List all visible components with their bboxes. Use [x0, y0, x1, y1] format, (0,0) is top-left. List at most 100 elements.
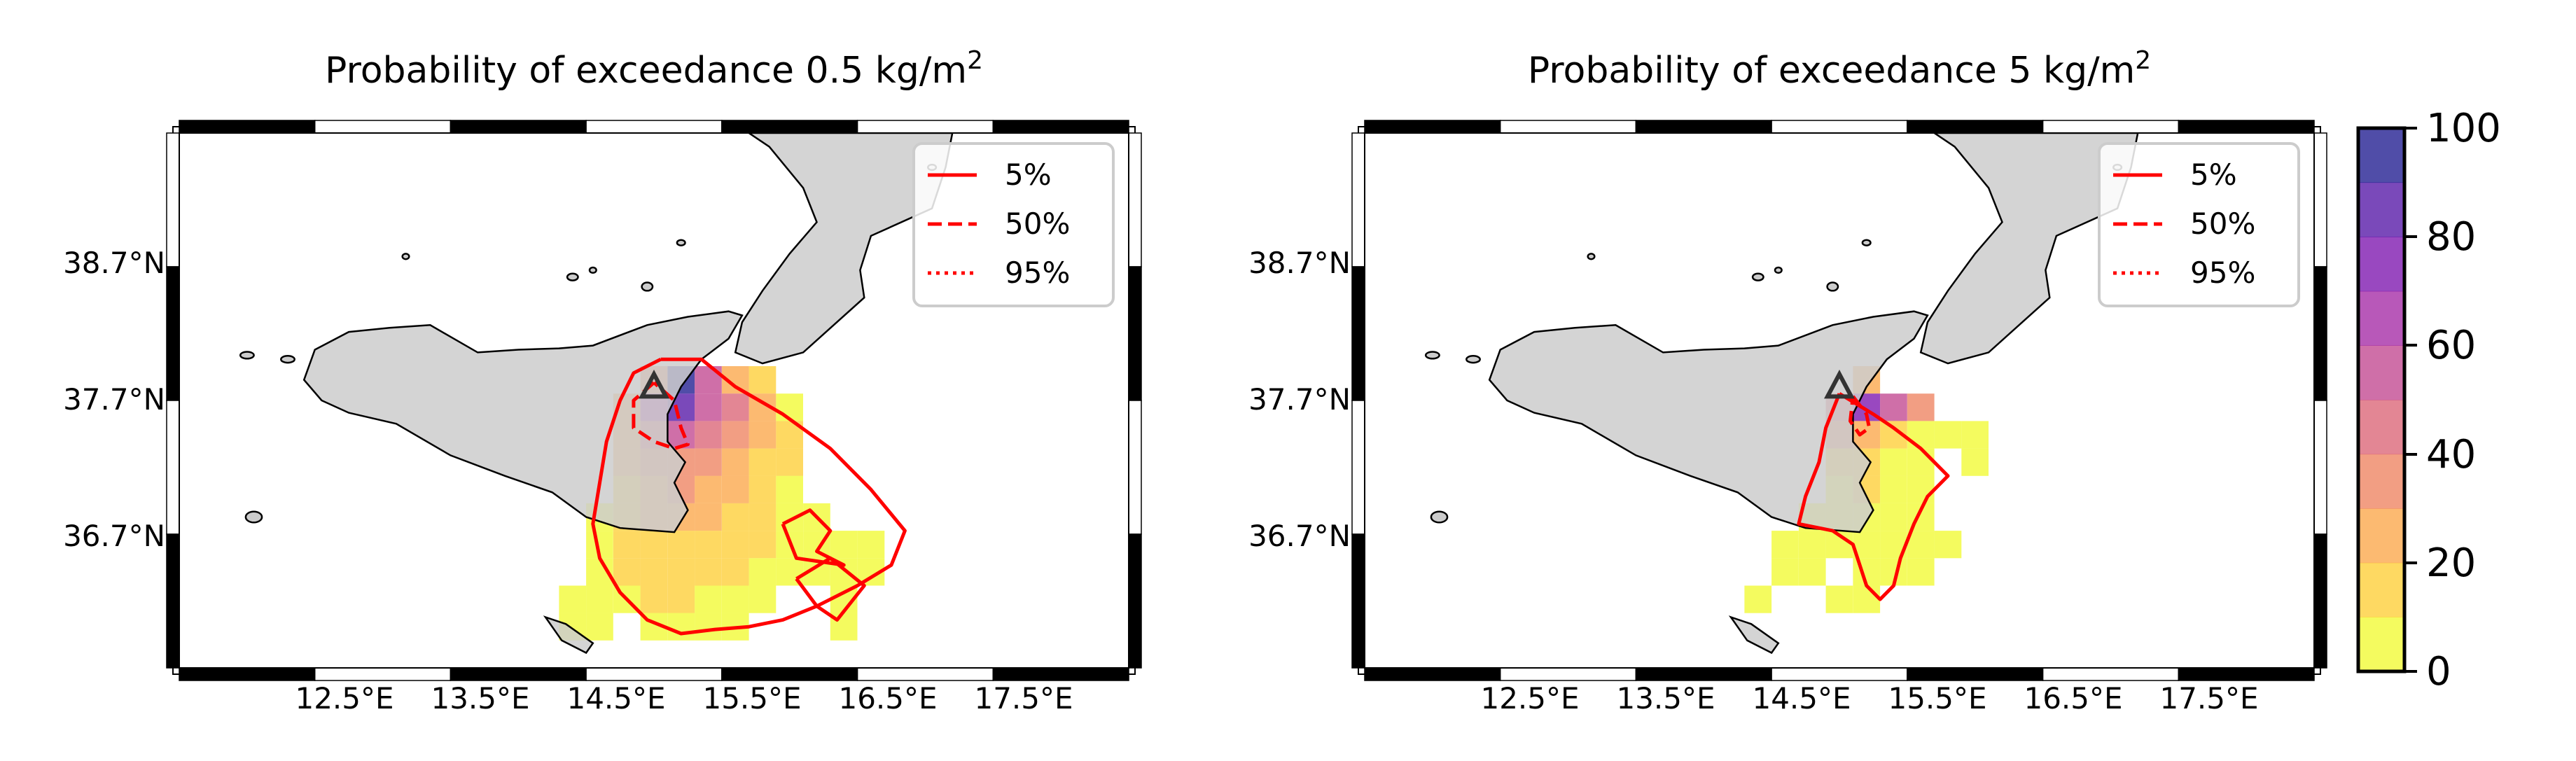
probability-cell: [721, 448, 749, 476]
probability-cell: [640, 558, 668, 586]
landmass: [302, 310, 744, 533]
probability-cell: [1880, 448, 1907, 476]
probability-cell: [1907, 448, 1935, 476]
x-tick-label: 15.5°E: [702, 681, 801, 715]
y-tick-label: 37.7°N: [1248, 382, 1351, 417]
probability-cell: [640, 531, 668, 559]
colorbar-segment: [2358, 617, 2404, 672]
probability-cell: [1798, 531, 1826, 559]
probability-cell: [1880, 503, 1907, 531]
landmass: [734, 133, 954, 365]
colorbar-tick-label: 80: [2426, 214, 2476, 260]
x-tick-labels: 12.5°E 13.5°E 14.5°E 15.5°E 16.5°E 17.5°…: [295, 681, 1073, 715]
x-tick-label: 14.5°E: [1752, 681, 1851, 715]
probability-cell: [1907, 558, 1935, 586]
contour-50pct: [1849, 395, 1872, 437]
volcano-marker: [639, 370, 669, 399]
probability-cell: [1934, 421, 1962, 449]
y-tick-label: 38.7°N: [1248, 246, 1351, 280]
colorbar-segment: [2358, 237, 2404, 292]
probability-cell: [721, 503, 749, 531]
island: [1774, 266, 1783, 274]
probability-cell: [695, 475, 722, 503]
contours: [1797, 392, 1950, 601]
probability-cell: [749, 503, 777, 531]
island: [1861, 239, 1872, 246]
probability-cell: [559, 585, 587, 613]
probability-cell: [695, 585, 722, 613]
probability-cell: [695, 531, 722, 559]
landmass: [1488, 310, 1929, 533]
y-tick-label: 37.7°N: [63, 382, 165, 417]
probability-cell: [721, 531, 749, 559]
probability-cell: [749, 421, 777, 449]
y-tick-label: 36.7°N: [1248, 519, 1351, 553]
probability-cell: [1907, 421, 1935, 449]
probability-cell: [749, 558, 777, 586]
colorbar-ticks: 0 20 40 60 80 100: [2404, 106, 2501, 694]
colorbar-tick-label: 40: [2426, 432, 2476, 477]
y-tick-labels: 36.7°N 37.7°N 38.7°N: [63, 246, 165, 553]
probability-cell: [721, 475, 749, 503]
landmass: [1919, 133, 2139, 365]
probability-cell: [667, 613, 695, 641]
map-panel-1: Probability of exceedance 5 kg/m2 12.5°E…: [1248, 46, 2327, 715]
probability-cell: [667, 585, 695, 613]
panel-title-1: Probability of exceedance 5 kg/m2: [1528, 46, 2151, 92]
y-tick-label: 36.7°N: [63, 519, 165, 553]
probability-cell: [695, 558, 722, 586]
contour-5pct: [795, 556, 866, 622]
island: [239, 351, 255, 360]
island: [401, 253, 410, 260]
colorbar-tick-label: 0: [2426, 649, 2451, 694]
island: [1430, 510, 1449, 524]
colorbar-segment: [2358, 454, 2404, 509]
x-tick-label: 17.5°E: [2159, 681, 2258, 715]
contour-5pct: [781, 508, 846, 567]
probability-cell: [749, 366, 777, 394]
island: [1424, 351, 1440, 360]
probability-cell: [1907, 531, 1935, 559]
probability-cell: [640, 585, 668, 613]
probability-cell: [1853, 585, 1881, 613]
probability-cell: [830, 531, 858, 559]
probability-cell: [1907, 475, 1935, 503]
island: [280, 355, 295, 364]
legend-label: 50%: [1005, 207, 1070, 241]
x-tick-label: 16.5°E: [838, 681, 937, 715]
probability-cell: [695, 448, 722, 476]
probability-cell: [749, 475, 777, 503]
legend: 5% 50% 95%: [912, 142, 1115, 307]
x-tick-label: 13.5°E: [1616, 681, 1715, 715]
x-tick-label: 17.5°E: [974, 681, 1073, 715]
map-frame: [1351, 120, 2327, 681]
probability-cell: [1744, 585, 1772, 613]
landmass: [1728, 615, 1780, 655]
x-tick-labels: 12.5°E 13.5°E 14.5°E 15.5°E 16.5°E 17.5°…: [1480, 681, 2258, 715]
probability-cell: [1853, 421, 1881, 449]
map-panel-0: Probability of exceedance 0.5 kg/m2 12.5…: [63, 46, 1142, 715]
x-tick-label: 12.5°E: [295, 681, 394, 715]
legend: 5% 50% 95%: [2098, 142, 2300, 307]
colorbar-tick-label: 60: [2426, 323, 2476, 368]
x-tick-label: 14.5°E: [566, 681, 665, 715]
probability-cell: [695, 421, 722, 449]
probability-cell: [776, 475, 803, 503]
probability-cell: [721, 393, 749, 421]
probability-cell: [586, 613, 613, 641]
island: [1587, 253, 1596, 260]
contour-50pct: [632, 381, 690, 451]
probability-cell: [721, 421, 749, 449]
probability-cell: [749, 448, 777, 476]
probability-cell: [776, 393, 803, 421]
island: [1465, 355, 1481, 364]
probability-cell: [1961, 448, 1989, 476]
probability-cell: [721, 585, 749, 613]
probability-cell: [749, 585, 777, 613]
probability-cell: [613, 558, 641, 586]
colorbar-tick-label: 100: [2426, 106, 2501, 151]
colorbar-segment: [2358, 291, 2404, 346]
coastline: [239, 133, 954, 655]
colorbar-segment: [2358, 562, 2404, 617]
